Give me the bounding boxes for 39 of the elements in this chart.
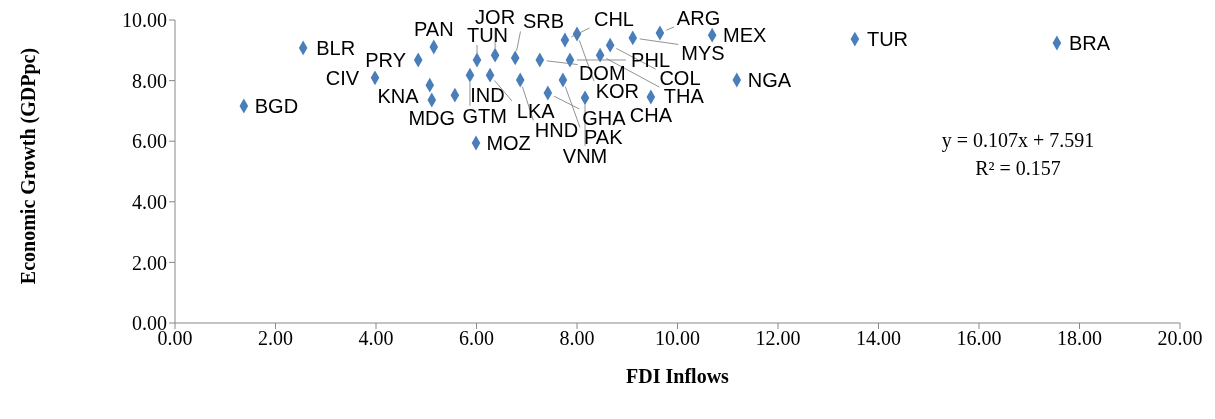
x-tick-label: 14.00 — [856, 327, 901, 350]
annotation: CIV — [325, 66, 360, 89]
x-tick-label: 18.00 — [1057, 327, 1102, 350]
y-axis-title: Economic Growth (GDPpc) — [16, 46, 40, 286]
annotation: SRB — [522, 10, 565, 33]
x-tick-label: 20.00 — [1157, 327, 1203, 350]
annotation: MOZ — [486, 132, 531, 155]
annotation: BRA — [1068, 32, 1111, 55]
y-tick-label: 10.00 — [122, 9, 167, 32]
annotation: HND — [534, 119, 579, 142]
x-tick-label: 2.00 — [258, 327, 293, 350]
x-tick-label: 6.00 — [459, 327, 494, 350]
x-tick-label: 8.00 — [559, 327, 595, 350]
x-tick-label: 12.00 — [755, 327, 801, 350]
annotation: y = 0.107x + 7.591 — [940, 128, 1096, 154]
y-tick-label: 4.00 — [132, 190, 167, 213]
x-axis-title: FDI Inflows — [625, 365, 730, 388]
annotation: NGA — [747, 68, 792, 91]
annotation: MDG — [408, 107, 456, 130]
x-tick-label: 4.00 — [358, 327, 394, 350]
annotation: R² = 0.157 — [974, 156, 1062, 181]
annotation: IND — [470, 84, 505, 107]
y-tick-label: 6.00 — [132, 130, 167, 153]
annotation: PAN — [413, 17, 454, 40]
annotation: GTM — [462, 104, 507, 127]
x-tick-label: 10.00 — [655, 327, 700, 350]
y-tick-label: 2.00 — [132, 251, 167, 274]
annotation: BGD — [254, 95, 299, 118]
annotation: TUR — [866, 28, 909, 51]
annotation: PRY — [365, 49, 406, 71]
annotation: MYS — [681, 41, 725, 64]
annotation: CHL — [593, 7, 634, 30]
annotation: LKA — [516, 99, 556, 122]
x-tick-label: 16.00 — [956, 327, 1002, 350]
annotation: ARG — [676, 6, 721, 29]
annotation: MEX — [723, 24, 767, 47]
annotation: KNA — [377, 85, 420, 108]
annotation: BLR — [316, 36, 356, 59]
y-tick-label: 8.00 — [132, 69, 167, 92]
